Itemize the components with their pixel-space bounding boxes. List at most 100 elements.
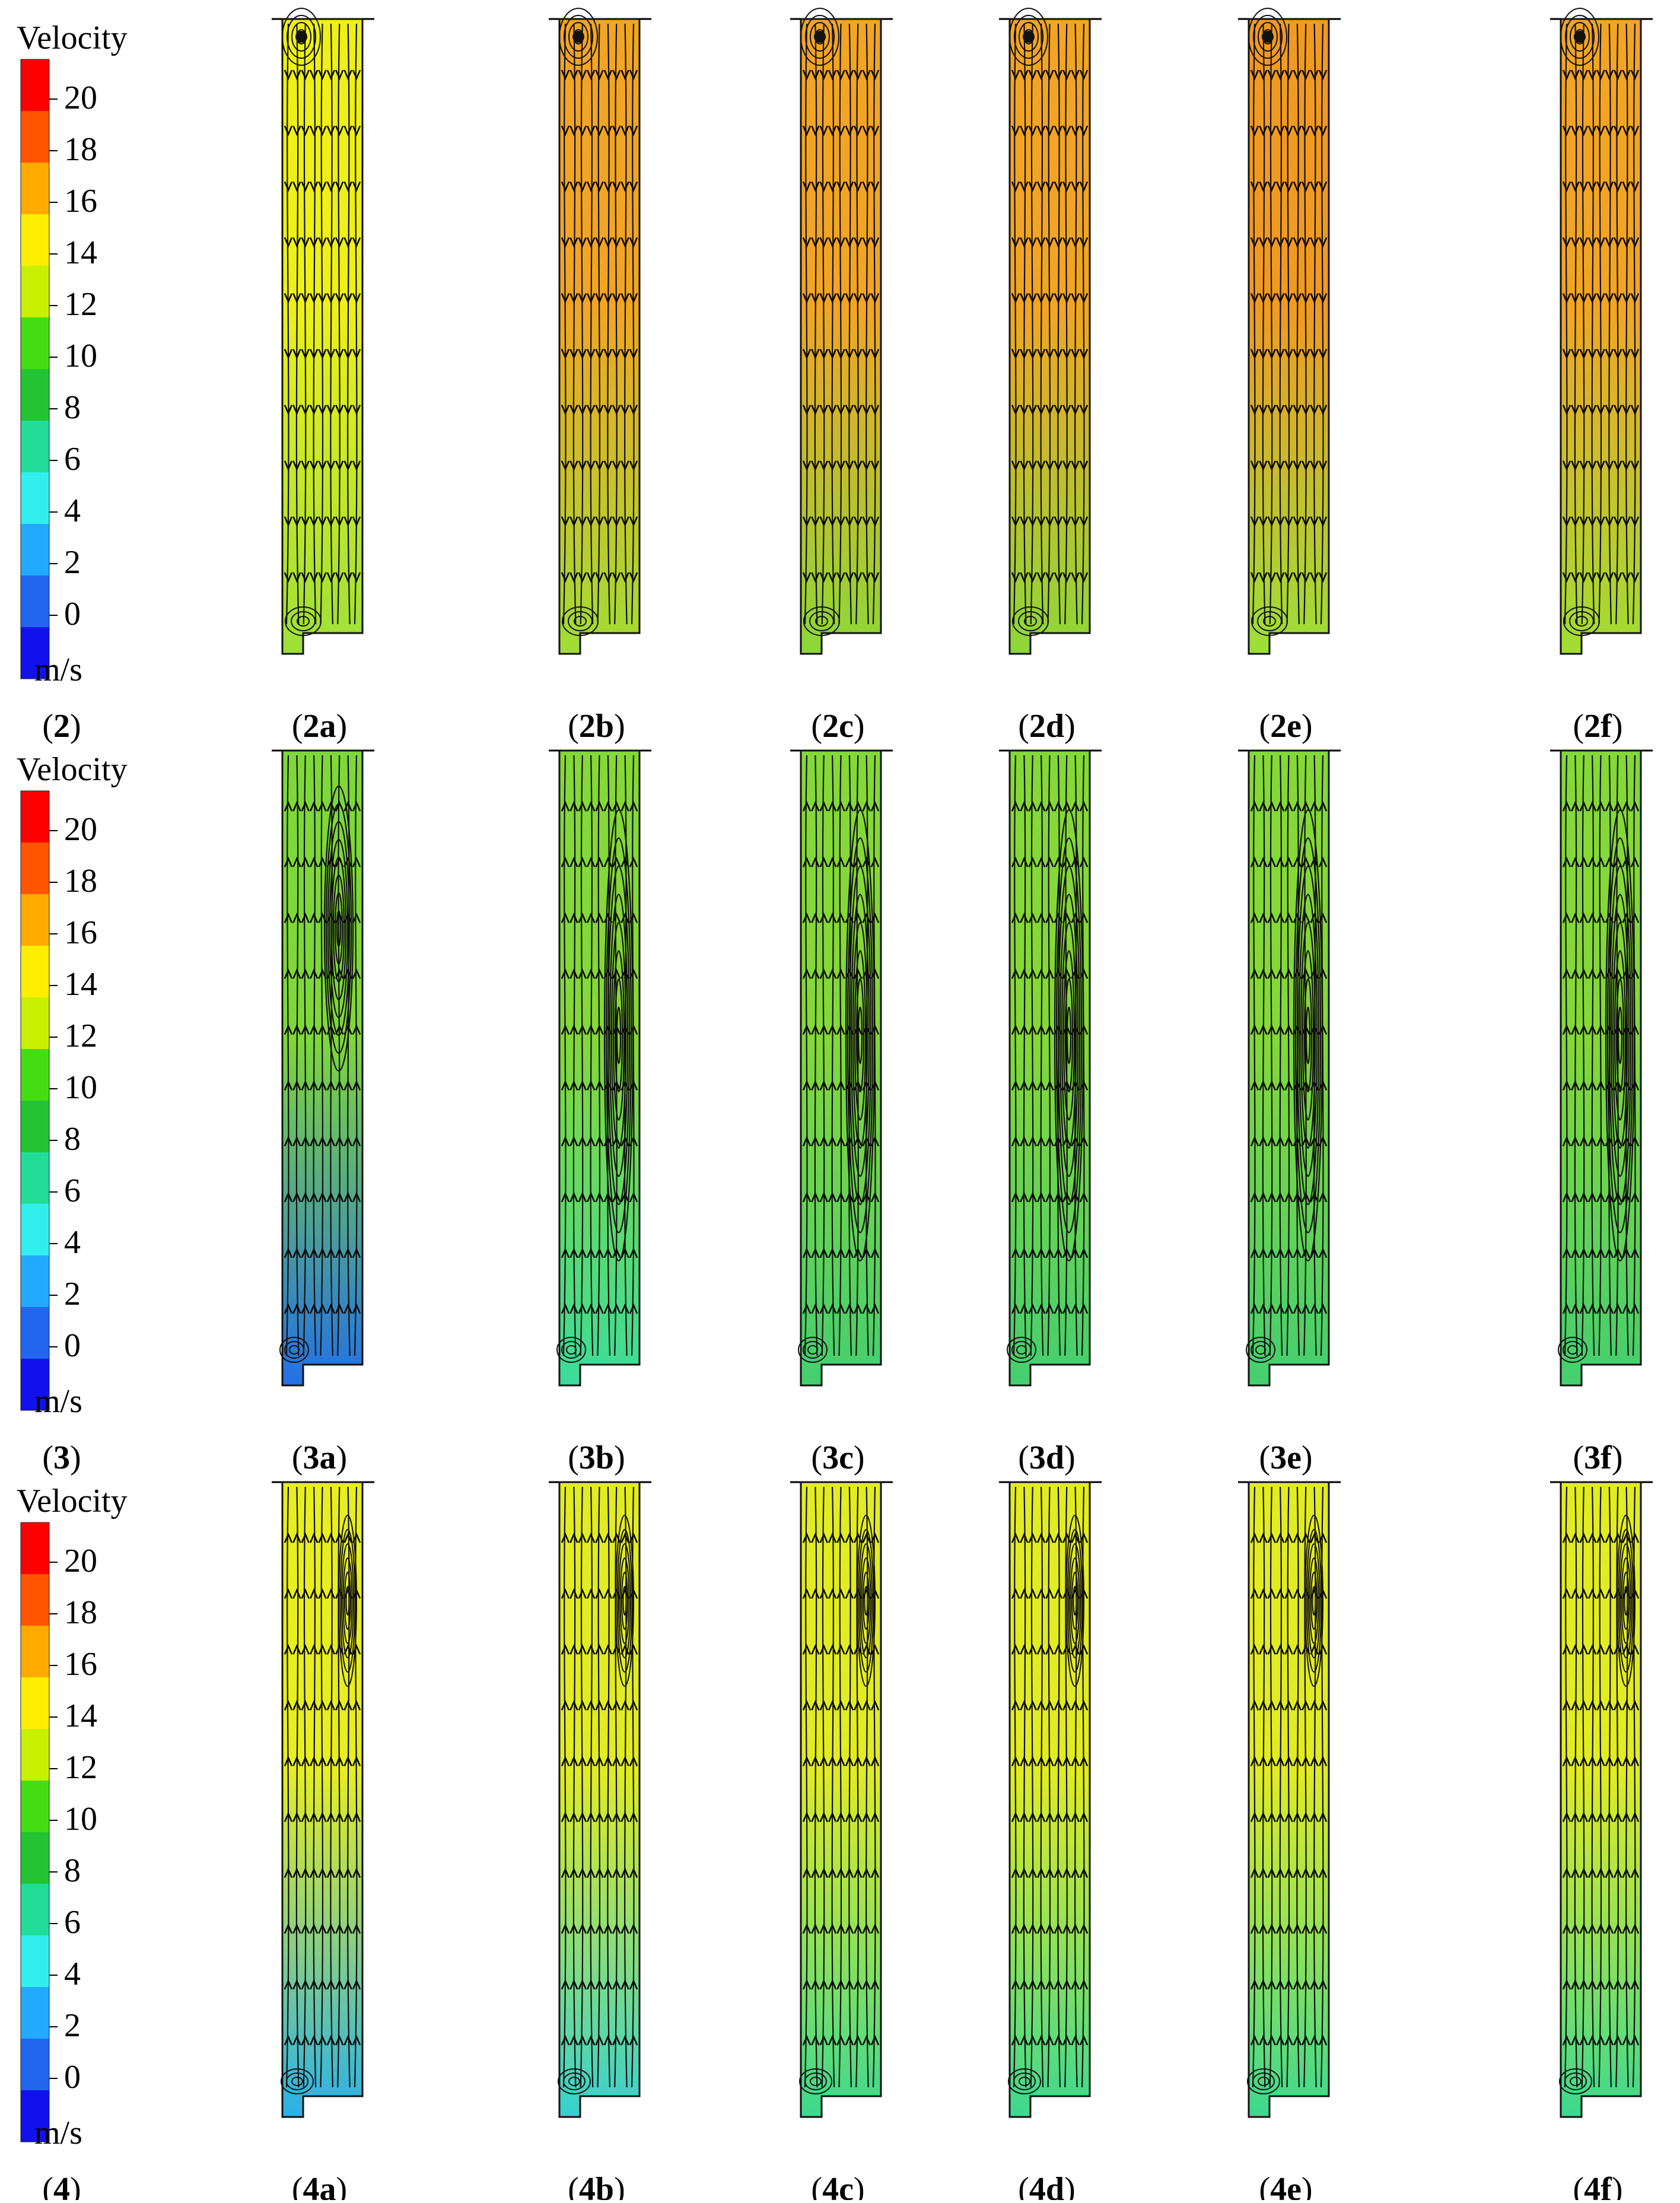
flow-arrow	[595, 1532, 604, 1543]
flow-arrow	[828, 1644, 837, 1655]
flow-arrow	[612, 460, 621, 471]
flow-arrow	[1587, 1644, 1597, 1655]
flow-arrow	[343, 857, 352, 867]
flow-arrow	[1605, 125, 1614, 136]
flow-arrow	[854, 968, 863, 979]
flow-arrow	[318, 1700, 327, 1711]
flow-panel-4a	[272, 1481, 374, 2118]
flow-arrow	[1605, 1811, 1614, 1823]
flow-arrow	[343, 572, 352, 583]
flow-arrow	[561, 1756, 570, 1766]
flow-arrow	[862, 349, 871, 360]
flow-arrow	[819, 1923, 828, 1934]
flow-arrow	[284, 405, 293, 415]
flow-arrow	[1250, 460, 1259, 471]
flow-arrow	[629, 1811, 638, 1823]
streamline	[1625, 23, 1629, 625]
streamline	[1286, 1486, 1290, 2088]
flow-panel-2d	[999, 8, 1102, 655]
flow-arrow	[629, 237, 638, 248]
flow-arrow	[318, 1644, 327, 1655]
flow-arrow	[854, 460, 863, 471]
flow-arrow	[854, 1867, 863, 1878]
flow-arrow	[586, 460, 596, 471]
streamline	[814, 23, 818, 625]
streamline	[1262, 23, 1266, 625]
flow-arrow	[1036, 237, 1046, 248]
flow-arrow	[1028, 237, 1037, 248]
flow-arrow	[1571, 1588, 1580, 1599]
legend-tick-label: 8	[64, 1121, 81, 1158]
flow-arrow	[1011, 1024, 1020, 1035]
flow-arrow	[1028, 460, 1037, 471]
flow-arrow	[1062, 1867, 1071, 1878]
flow-arrow	[862, 181, 871, 192]
flow-arrow	[1596, 1191, 1605, 1203]
legend-swatch	[21, 1781, 49, 1832]
flow-arrow	[1571, 1923, 1580, 1934]
flow-arrow	[578, 1080, 587, 1091]
flow-arrow	[1036, 1080, 1046, 1091]
flow-arrow	[1571, 1979, 1580, 1990]
flow-arrow	[318, 125, 327, 136]
flow-arrow	[292, 1923, 301, 1934]
flow-arrow	[1579, 237, 1588, 248]
flow-arrow	[1579, 1811, 1588, 1823]
flow-arrow	[1596, 1979, 1605, 1990]
flow-arrow	[1293, 405, 1302, 415]
flow-arrow	[595, 69, 604, 81]
flow-arrow	[1302, 1700, 1310, 1711]
flow-arrow	[629, 1979, 638, 1990]
flow-arrow	[309, 1700, 319, 1711]
flow-arrow	[862, 800, 871, 812]
flow-arrow	[1045, 1644, 1054, 1655]
legend-tick-label: 10	[64, 1801, 97, 1838]
flow-arrow	[578, 857, 587, 867]
flow-arrow	[326, 349, 336, 360]
streamline	[303, 755, 307, 1356]
flow-arrow	[1054, 572, 1063, 583]
flow-arrow	[802, 293, 812, 304]
flow-arrow	[1562, 857, 1571, 867]
flow-arrow	[845, 1644, 854, 1655]
streamline	[1615, 23, 1619, 625]
legend-tick-label: 12	[64, 286, 97, 323]
streamline	[1564, 1486, 1568, 2088]
flow-arrow	[819, 1588, 828, 1599]
flow-arrow	[561, 405, 570, 415]
flow-arrow	[1571, 1080, 1580, 1091]
flow-arrow	[1622, 181, 1631, 192]
legend-swatch	[21, 2090, 49, 2142]
flow-arrow	[1310, 237, 1319, 248]
flow-arrow	[1071, 405, 1080, 415]
flow-arrow	[1020, 1756, 1029, 1766]
flow-arrow	[1562, 69, 1571, 81]
flow-arrow	[335, 405, 344, 415]
flow-arrow	[612, 1979, 621, 1990]
flow-arrow	[1284, 1191, 1293, 1203]
flow-arrow	[1079, 181, 1089, 192]
flow-arrow	[1571, 181, 1580, 192]
panel-caption: (2f)	[1573, 708, 1623, 745]
flow-arrow	[335, 2034, 344, 2046]
flow-arrow	[595, 516, 604, 527]
flow-arrow	[352, 1024, 361, 1035]
streamline	[821, 755, 825, 1356]
streamline	[1064, 755, 1068, 1356]
streamline	[814, 1486, 818, 2088]
flow-arrow	[1302, 1811, 1310, 1823]
flow-arrow	[1596, 1136, 1605, 1147]
flow-arrow	[612, 293, 621, 304]
streamline	[855, 23, 859, 625]
flow-arrow	[828, 1024, 837, 1035]
flow-arrow	[1045, 1700, 1054, 1711]
flow-arrow	[836, 572, 845, 583]
flow-arrow	[845, 1811, 854, 1823]
flow-arrow	[1630, 1811, 1640, 1823]
flow-arrow	[1596, 181, 1605, 192]
flow-arrow	[586, 293, 596, 304]
streamline	[1615, 755, 1619, 1356]
flow-arrow	[603, 800, 613, 812]
streamline	[1591, 1486, 1595, 2088]
flow-arrow	[561, 293, 570, 304]
